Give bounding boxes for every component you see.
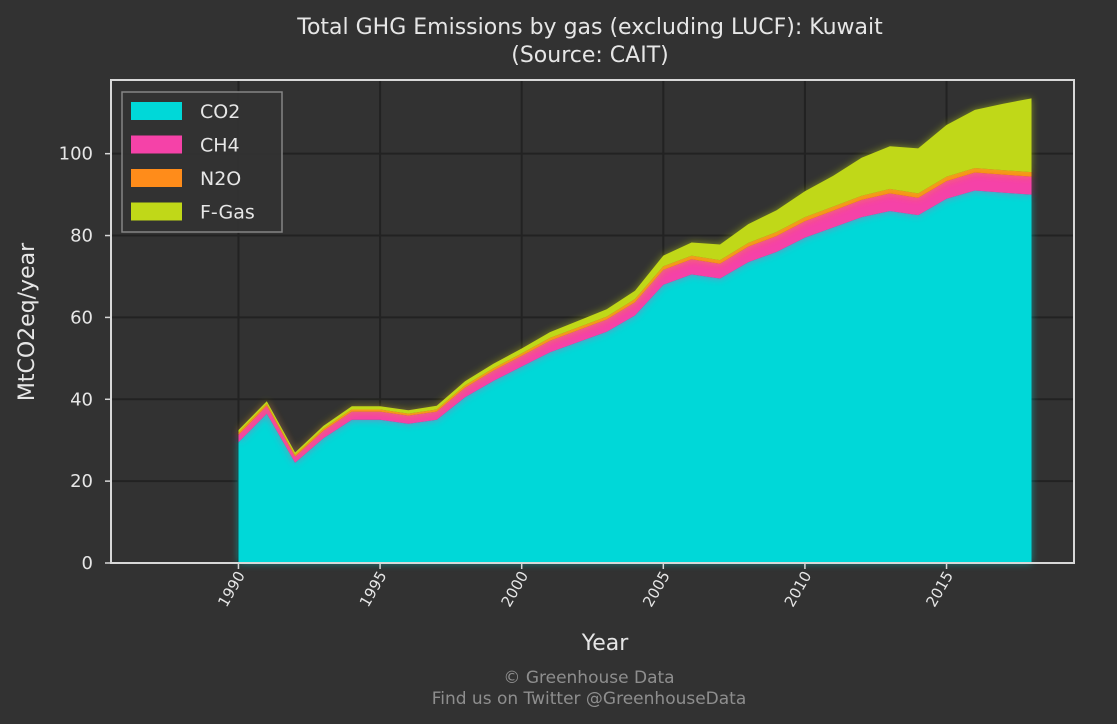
y-tick-label: 60 bbox=[70, 307, 93, 328]
legend-item-co2: CO2 bbox=[131, 101, 240, 123]
legend-label: F-Gas bbox=[200, 202, 255, 224]
y-tick-label: 100 bbox=[59, 144, 93, 165]
plot-frame bbox=[110, 79, 1075, 564]
x-tick-label: 2010 bbox=[781, 568, 816, 610]
area-f-gas bbox=[238, 98, 1032, 455]
legend-swatch bbox=[131, 202, 182, 221]
y-tick-label: 40 bbox=[70, 389, 93, 410]
area-f-gas-group bbox=[238, 98, 1032, 455]
legend: CO2 CH4 N2O F-Gas bbox=[121, 91, 283, 233]
legend-item-f-gas: F-Gas bbox=[131, 202, 255, 224]
series-areas bbox=[238, 98, 1032, 563]
footer-copyright: © Greenhouse Data bbox=[503, 668, 674, 688]
legend-item-n2o: N2O bbox=[131, 168, 241, 190]
legend-label: CO2 bbox=[200, 101, 240, 123]
legend-swatch bbox=[131, 102, 182, 120]
x-tick-label: 1995 bbox=[356, 568, 391, 610]
footer-twitter: Find us on Twitter @GreenhouseData bbox=[432, 689, 747, 709]
legend-label: CH4 bbox=[200, 135, 240, 157]
legend-item-ch4: CH4 bbox=[131, 135, 240, 157]
area-co2-group bbox=[238, 190, 1032, 563]
x-tick-label: 1990 bbox=[214, 568, 249, 610]
legend-swatch bbox=[131, 135, 182, 154]
x-tick-label: 2000 bbox=[497, 568, 532, 610]
y-tick-label: 20 bbox=[70, 471, 93, 492]
x-axis-title: Year bbox=[581, 631, 630, 656]
y-tick-label: 0 bbox=[82, 553, 93, 574]
y-axis-title: MtCO2eq/year bbox=[15, 242, 40, 401]
x-axis-ticks: 1990 1995 2000 2005 2010 2015 bbox=[214, 563, 957, 610]
chart-title: Total GHG Emissions by gas (excluding LU… bbox=[296, 15, 883, 40]
area-co2 bbox=[238, 190, 1032, 563]
y-axis-ticks: 0 20 40 60 80 100 bbox=[59, 144, 111, 574]
chart-subtitle: (Source: CAIT) bbox=[511, 43, 668, 68]
x-tick-label: 2005 bbox=[639, 568, 674, 610]
legend-swatch bbox=[131, 169, 182, 187]
y-tick-label: 80 bbox=[70, 226, 93, 247]
x-tick-label: 2015 bbox=[922, 568, 957, 610]
legend-label: N2O bbox=[200, 168, 241, 190]
